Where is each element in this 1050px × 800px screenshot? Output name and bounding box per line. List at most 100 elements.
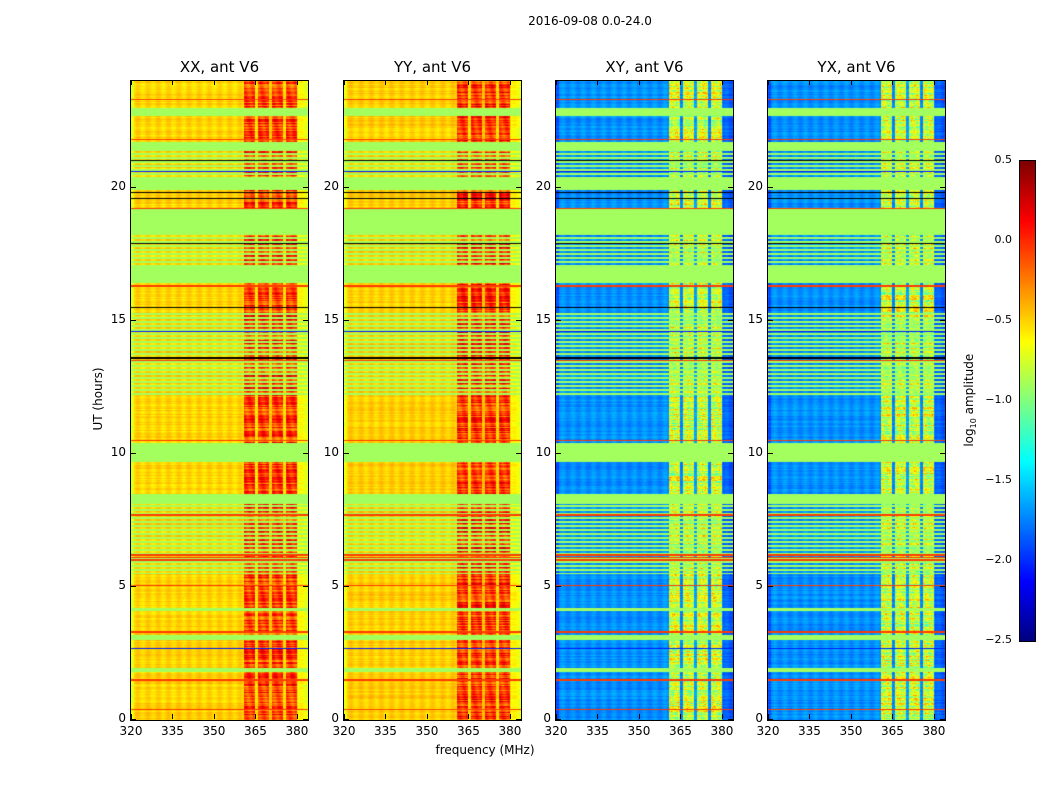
colorbar-tick-label: −0.5 <box>985 313 1012 326</box>
y-tick-mark <box>940 319 945 321</box>
y-tick-mark <box>768 719 773 720</box>
y-tick-mark <box>516 452 521 454</box>
colorbar <box>1019 160 1036 642</box>
x-tick-mark <box>385 80 387 85</box>
y-tick-mark <box>728 186 733 188</box>
x-tick-label: 365 <box>881 724 904 738</box>
x-tick-mark <box>131 714 132 719</box>
y-tick-mark <box>768 186 773 188</box>
y-tick-mark <box>728 319 733 321</box>
y-tick-label: 10 <box>747 444 763 459</box>
y-tick-mark <box>728 719 733 720</box>
y-tick-label: 10 <box>110 444 126 459</box>
y-tick-label: 20 <box>110 178 126 193</box>
x-tick-mark <box>768 80 769 85</box>
x-tick-mark <box>809 80 811 85</box>
colorbar-tick-label: −1.5 <box>985 473 1012 486</box>
x-tick-mark <box>933 80 935 85</box>
x-tick-label: 320 <box>119 724 143 738</box>
y-tick-mark <box>556 719 561 720</box>
y-tick-mark <box>516 585 521 587</box>
y-tick-mark <box>344 452 349 454</box>
y-tick-label: 5 <box>331 577 339 592</box>
x-tick-mark <box>721 714 723 719</box>
x-tick-mark <box>597 80 599 85</box>
x-tick-label: 380 <box>498 724 522 738</box>
x-tick-mark <box>509 714 511 719</box>
y-tick-mark <box>344 319 349 321</box>
heatmap-panel-xx <box>130 80 309 721</box>
x-tick-label: 365 <box>244 724 267 738</box>
x-tick-label: 320 <box>332 724 356 738</box>
colorbar-tick-label: 0.5 <box>994 153 1013 166</box>
x-tick-label: 380 <box>710 724 734 738</box>
x-tick-mark <box>385 714 387 719</box>
heatmap-cells <box>131 81 308 720</box>
heatmap-cells <box>556 81 733 720</box>
y-tick-label: 20 <box>747 178 763 193</box>
y-tick-label: 15 <box>535 311 551 326</box>
x-tick-mark <box>172 80 174 85</box>
y-tick-label: 0 <box>331 711 339 725</box>
y-tick-label: 20 <box>323 178 339 193</box>
x-tick-mark <box>850 714 852 719</box>
x-tick-mark <box>468 80 470 85</box>
x-tick-label: 350 <box>415 724 439 738</box>
x-tick-mark <box>213 714 215 719</box>
heatmap-panel-yy <box>343 80 522 721</box>
x-tick-mark <box>344 714 345 719</box>
x-tick-label: 320 <box>544 724 568 738</box>
heatmap-cells <box>344 81 521 720</box>
y-tick-mark <box>131 186 136 188</box>
heatmap-panel-yx <box>767 80 946 721</box>
x-tick-label: 335 <box>586 724 609 738</box>
x-tick-label: 335 <box>798 724 821 738</box>
x-tick-mark <box>255 80 257 85</box>
x-tick-label: 350 <box>839 724 863 738</box>
y-tick-label: 0 <box>543 711 551 725</box>
x-tick-mark <box>426 714 428 719</box>
y-tick-mark <box>303 719 308 720</box>
x-tick-mark <box>344 80 345 85</box>
y-tick-label: 5 <box>543 577 551 592</box>
x-tick-mark <box>213 80 215 85</box>
x-tick-mark <box>892 80 894 85</box>
y-axis-label: UT (hours) <box>91 367 105 431</box>
x-tick-mark <box>809 714 811 719</box>
colorbar-label: log10 amplitude <box>961 353 979 447</box>
y-tick-label: 0 <box>755 711 763 725</box>
x-tick-label: 335 <box>374 724 397 738</box>
x-tick-mark <box>172 714 174 719</box>
x-tick-mark <box>597 714 599 719</box>
y-tick-label: 20 <box>535 178 551 193</box>
heatmap-panel-xy <box>555 80 734 721</box>
x-tick-mark <box>933 714 935 719</box>
y-tick-mark <box>940 452 945 454</box>
x-tick-mark <box>296 714 298 719</box>
x-tick-mark <box>721 80 723 85</box>
x-tick-mark <box>556 714 557 719</box>
y-tick-mark <box>768 452 773 454</box>
y-tick-mark <box>940 186 945 188</box>
y-tick-mark <box>131 719 136 720</box>
x-tick-mark <box>680 80 682 85</box>
y-tick-label: 0 <box>118 711 126 725</box>
y-tick-label: 15 <box>747 311 763 326</box>
y-tick-mark <box>516 186 521 188</box>
y-tick-mark <box>344 585 349 587</box>
x-tick-mark <box>255 714 257 719</box>
y-tick-mark <box>303 186 308 188</box>
y-tick-mark <box>556 186 561 188</box>
y-tick-mark <box>556 585 561 587</box>
x-tick-mark <box>892 714 894 719</box>
y-tick-mark <box>516 719 521 720</box>
y-tick-mark <box>131 452 136 454</box>
x-tick-label: 380 <box>285 724 309 738</box>
y-tick-mark <box>768 585 773 587</box>
heatmap-cells <box>768 81 945 720</box>
y-tick-label: 10 <box>323 444 339 459</box>
panel-title: XX, ant V6 <box>179 58 260 76</box>
x-tick-mark <box>768 714 769 719</box>
x-tick-mark <box>850 80 852 85</box>
